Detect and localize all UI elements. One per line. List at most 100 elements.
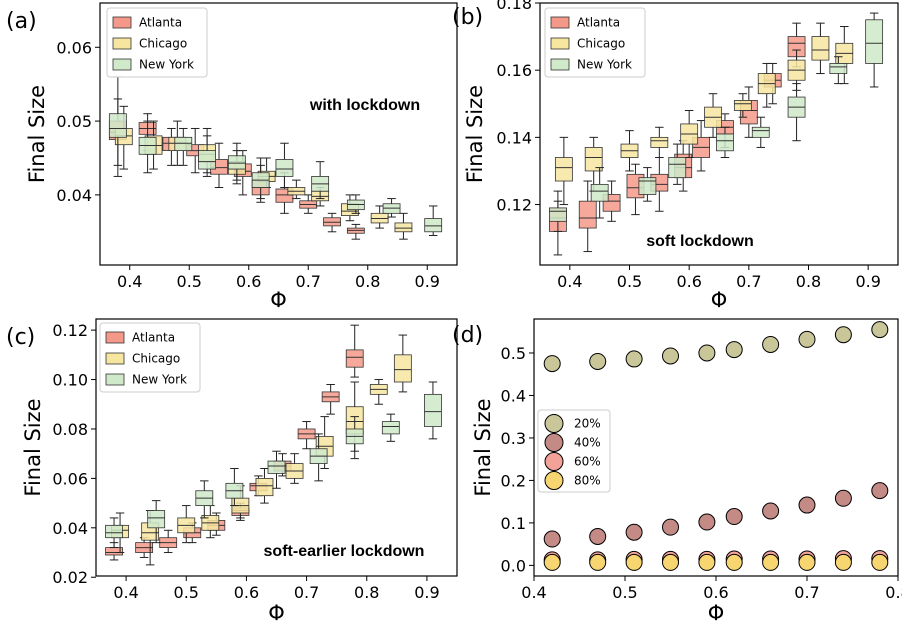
y-tick-label: 0.06: [56, 38, 92, 57]
x-tick-label: 0.7: [736, 272, 761, 291]
box-new-york: [381, 413, 400, 442]
box-chicago: [704, 93, 722, 138]
box-body: [394, 222, 413, 233]
scatter-point: [871, 482, 889, 500]
box-new-york: [638, 167, 657, 202]
scatter-point: [543, 355, 561, 373]
box-atlanta: [321, 383, 340, 415]
x-tick-label: 0.5: [617, 272, 642, 291]
box-body: [424, 218, 443, 233]
panel-2: 0.4 0.5 0.6 0.7 0.8 0.9 0.12 0.14 0.16 0.18 Φ Final…: [452, 0, 899, 312]
scatter-point: [625, 523, 643, 541]
x-tick-label: 0.8: [885, 583, 902, 602]
legend-label: 60%: [574, 455, 601, 469]
box-new-york: [311, 161, 330, 200]
box-new-york: [424, 381, 442, 440]
x-tick-label: 0.9: [414, 583, 439, 602]
box-chicago: [584, 136, 603, 192]
legend-swatch: [550, 58, 570, 71]
legend-label: Atlanta: [577, 16, 620, 30]
box-new-york: [424, 205, 443, 236]
box-chicago: [177, 505, 196, 544]
legend-frame: [544, 7, 646, 78]
y-tick-label: 0.5: [501, 344, 526, 363]
box-body: [267, 460, 286, 474]
plot-marks: [105, 324, 442, 566]
x-axis-label: Φ: [708, 601, 725, 625]
y-axis-label: Final Size: [471, 398, 495, 496]
scatter-point: [834, 326, 852, 344]
x-tick-label: 0.6: [236, 272, 261, 291]
y-tick-label: 0.06: [52, 469, 88, 488]
x-tick-label: 0.5: [612, 583, 637, 602]
scatter-point: [662, 553, 679, 571]
legend-swatch: [550, 37, 570, 50]
legend-label: Atlanta: [132, 331, 175, 345]
y-tick-label: 0.3: [501, 429, 526, 448]
legend-swatch: [550, 16, 570, 29]
x-tick-label: 0.9: [855, 272, 880, 291]
x-axis-label: Φ: [268, 601, 285, 625]
x-tick-label: 0.5: [174, 583, 199, 602]
box-chicago: [680, 109, 699, 159]
panel-4: 0.4 0.5 0.6 0.7 0.8 0.0 0.1 0.2 0.3 0.4 0.5 Φ Final …: [452, 318, 902, 625]
box-new-york: [147, 500, 166, 544]
box-atlanta: [345, 324, 364, 378]
scatter-point: [798, 553, 816, 571]
box-new-york: [105, 517, 123, 549]
scatter-point: [762, 335, 780, 353]
x-tick-label: 0.4: [557, 272, 582, 291]
y-axis-label: Final Size: [21, 398, 45, 496]
legend-label: 20%: [574, 417, 601, 431]
axes-frame: [95, 318, 458, 577]
box-body: [275, 159, 294, 177]
legend-label: Atlanta: [139, 16, 182, 30]
legend-label: 80%: [574, 474, 601, 488]
box-body: [554, 157, 573, 182]
x-tick-label: 0.6: [234, 583, 259, 602]
legend-label: New York: [139, 58, 194, 72]
scatter-point: [662, 347, 679, 365]
box-body: [345, 349, 364, 368]
box-body: [829, 63, 848, 74]
box-body: [147, 510, 166, 529]
box-new-york: [108, 76, 127, 177]
scatter-point: [589, 352, 607, 370]
scatter-point: [543, 530, 561, 548]
y-axis-label: Final Size: [25, 85, 49, 183]
x-tick-label: 0.6: [676, 272, 701, 291]
box-atlanta: [299, 194, 318, 214]
box-body: [227, 155, 246, 170]
box-new-york: [716, 126, 734, 159]
scatter-point: [725, 553, 743, 571]
box-body: [638, 177, 657, 195]
box-new-york: [345, 416, 364, 460]
box-chicago: [394, 212, 413, 240]
box-new-york: [309, 433, 328, 482]
scatter-point: [625, 350, 643, 368]
scatter-point: [662, 518, 679, 536]
x-tick-label: 0.4: [117, 272, 142, 291]
legend-swatch: [105, 373, 125, 386]
scatter-point: [725, 341, 743, 359]
box-chicago: [393, 334, 412, 393]
box-chicago: [787, 49, 806, 91]
legend-swatch: [544, 414, 564, 433]
scatter-point: [543, 553, 561, 571]
box-body: [716, 133, 734, 152]
y-tick-label: 0.18: [496, 0, 532, 13]
box-body: [549, 207, 567, 222]
scatter-point: [698, 553, 716, 571]
panel-label: (a): [6, 9, 37, 34]
legend-label: Chicago: [139, 37, 187, 51]
x-axis-label: Φ: [270, 288, 287, 312]
box-body: [584, 147, 603, 172]
box-body: [198, 150, 217, 170]
x-axis-label: Φ: [711, 288, 728, 312]
box-new-york: [382, 198, 401, 218]
box-body: [393, 354, 412, 383]
x-tick-label: 0.8: [796, 272, 821, 291]
box-new-york: [275, 142, 294, 189]
box-atlanta: [297, 421, 316, 450]
